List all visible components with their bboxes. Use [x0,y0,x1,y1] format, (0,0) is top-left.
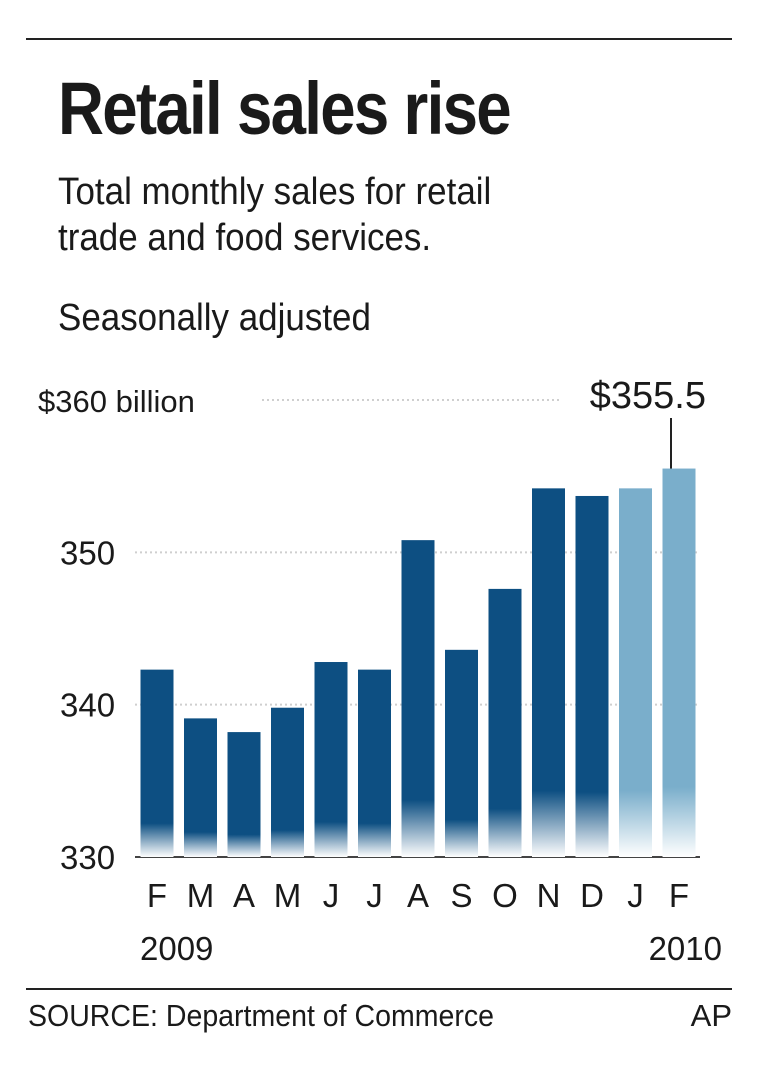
bars [140,468,696,857]
x-tick-label-0: F [147,877,167,914]
bar-6 [401,540,435,857]
bar-9 [532,488,565,857]
x-tick-label-5: J [366,877,383,914]
bar-10 [575,495,609,857]
x-tick-label-3: M [274,877,302,914]
chart-subtitle: Total monthly sales for retail trade and… [58,170,491,261]
bottom-rule [26,988,732,990]
bar-12 [662,468,696,857]
y-tick-label-330: 330 [60,839,115,876]
source-note: SOURCE: Department of Commerce [28,998,494,1033]
bar-3 [271,707,304,857]
bar-7 [445,649,478,857]
credit-label: AP [690,998,732,1033]
y-tick-label-360: $360 billion [38,384,195,419]
x-tick-label-2: A [233,877,255,914]
bar-4 [314,662,348,857]
x-tick-label-8: O [492,877,518,914]
subtitle-line-2: trade and food services. [58,216,432,259]
x-tick-label-11: J [627,877,644,914]
bar-2 [227,732,261,857]
x-tick-label-1: M [187,877,215,914]
year-label-2009: 2009 [140,930,213,967]
annotation-value-label: $355.5 [590,375,706,417]
y-tick-label-340: 340 [60,687,115,724]
x-tick-label-9: N [537,877,561,914]
x-tick-label-7: S [450,877,472,914]
chart-title: Retail sales rise [58,67,512,150]
subtitle-line-1: Total monthly sales for retail [58,171,492,213]
year-label-2010: 2010 [649,930,722,967]
bar-0 [140,669,174,857]
bar-8 [488,588,522,857]
adjustment-note: Seasonally adjusted [58,297,371,339]
x-tick-label-10: D [580,877,604,914]
y-tick-label-350: 350 [60,534,115,571]
bar-5 [358,669,391,857]
x-tick-label-6: A [407,877,429,914]
top-rule [26,38,732,40]
bar-11 [619,488,652,857]
x-tick-label-12: F [669,877,689,914]
bar-1 [184,718,217,857]
x-tick-label-4: J [323,877,340,914]
